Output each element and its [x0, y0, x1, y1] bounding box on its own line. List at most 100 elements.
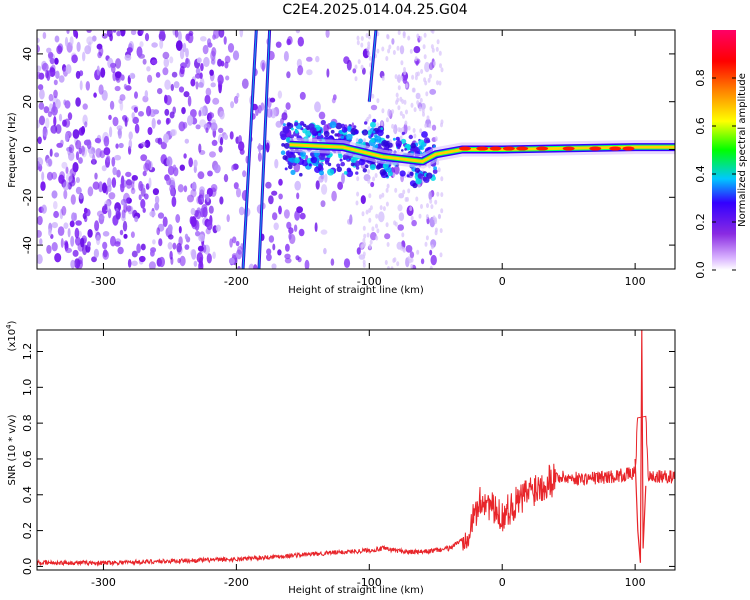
spectrogram-haze — [427, 77, 431, 83]
spectrogram-cell — [148, 177, 152, 188]
spectrogram-haze — [428, 123, 432, 129]
spectrogram-cell — [229, 238, 233, 248]
spectrogram-cell — [323, 247, 327, 255]
spectrogram-cell — [172, 164, 177, 172]
spectrogram-blob — [433, 145, 436, 148]
spectrogram-cell — [266, 108, 273, 118]
ridge-peak — [502, 146, 515, 151]
spectrogram-blob — [347, 125, 352, 130]
spectrogram-blob — [377, 129, 384, 137]
spectrogram-cell — [126, 47, 133, 53]
spectrogram-haze — [439, 252, 443, 258]
spectrogram-xlabel: Height of straight line (km) — [288, 285, 424, 296]
spectrogram-cell — [48, 93, 54, 102]
spectrogram-cell — [203, 123, 211, 131]
spectrogram-cell — [115, 58, 122, 69]
spectrogram-cell — [158, 238, 163, 247]
spectrogram-blob — [289, 157, 296, 163]
spectrogram-cell — [86, 139, 92, 150]
spectrogram-haze — [425, 214, 429, 220]
spectrogram-haze — [432, 215, 436, 221]
spectrogram-cell — [129, 72, 135, 79]
spectrogram-cell — [399, 45, 405, 55]
spectrogram-cell — [148, 261, 156, 269]
spectrogram-cell — [314, 222, 318, 233]
spectrogram-haze — [426, 115, 430, 121]
spectrogram-cell — [144, 33, 150, 42]
spectrogram-cell — [43, 106, 50, 114]
spectrogram-haze — [365, 209, 369, 215]
spectrogram-blob — [414, 167, 421, 173]
spectrogram-haze — [399, 96, 403, 102]
spectrogram-cell — [109, 126, 113, 138]
spectrogram-cell — [286, 221, 292, 230]
colorbar-tick-label: 0.4 — [694, 165, 707, 183]
spectrogram-cell — [116, 169, 121, 178]
spectrogram-cell — [134, 91, 138, 99]
colorbar-tick-label: 0.8 — [694, 69, 707, 87]
spectrogram-cell — [80, 237, 85, 248]
spectrogram-cell — [154, 195, 160, 205]
spectrogram-cell — [112, 166, 117, 176]
spectrogram-cell — [123, 83, 127, 90]
spectrogram-cell — [156, 119, 162, 125]
spectrogram-haze — [409, 206, 413, 212]
spectrogram-blob — [308, 163, 312, 167]
spectrogram-cell — [387, 108, 391, 117]
spectrogram-cell — [142, 170, 147, 177]
spectrogram-cell — [130, 30, 137, 36]
spectrogram-cell — [211, 139, 218, 146]
x-tick-label: 100 — [625, 576, 646, 589]
spectrogram-cell — [58, 174, 65, 184]
spectrogram-cell — [265, 142, 270, 153]
spectrogram-cell — [173, 81, 180, 89]
spectrogram-cell — [179, 255, 186, 267]
y-tick-label: -20 — [21, 188, 34, 206]
spectrogram-cell — [346, 59, 352, 71]
spectrogram-cell — [232, 50, 240, 61]
spectrogram-cell — [49, 57, 55, 65]
spectrogram-cell — [146, 66, 151, 72]
spectrogram-haze — [412, 128, 416, 133]
spectrogram-haze — [414, 56, 418, 62]
spectrogram-cell — [56, 45, 63, 55]
spectrogram-cell — [183, 91, 190, 98]
spectrogram-cell — [260, 59, 266, 71]
spectrogram-blob — [358, 158, 366, 166]
spectrogram-haze — [385, 117, 389, 123]
spectrogram-haze — [360, 36, 364, 41]
ridge-peak — [516, 146, 529, 151]
spectrogram-haze — [431, 47, 435, 53]
spectrogram-cell — [46, 244, 52, 254]
spectrogram-haze — [424, 123, 428, 129]
spectrogram-cell — [48, 228, 52, 237]
spectrogram-haze — [360, 64, 364, 70]
spectrogram-haze — [434, 136, 438, 142]
spectrogram-cell — [238, 206, 245, 216]
spectrogram-haze — [384, 260, 388, 265]
spectrogram-cell — [131, 181, 135, 191]
spectrogram-haze — [356, 176, 360, 182]
spectrogram-cell — [104, 203, 108, 211]
spectrogram-cell — [331, 190, 337, 202]
spectrogram-cell — [209, 69, 214, 76]
spectrogram-blob — [353, 125, 357, 129]
spectrogram-cell — [114, 241, 121, 247]
spectrogram-cell — [125, 171, 132, 178]
spectrogram-cell — [283, 51, 289, 62]
spectrogram-haze — [419, 97, 423, 103]
spectrogram-cell — [314, 101, 321, 113]
spectrogram-cell — [82, 51, 86, 62]
spectrogram-haze — [369, 205, 373, 211]
spectrogram-cell — [430, 254, 437, 266]
spectrogram-cell — [195, 230, 201, 237]
spectrogram-blob — [376, 163, 383, 169]
spectrogram-cell — [206, 253, 212, 264]
colorbar: 0.0 0.2 0.4 0.6 0.8 Normalized spectral ampl… — [694, 30, 748, 279]
spectrogram-cell — [75, 236, 81, 246]
spectrogram-cell — [200, 36, 207, 42]
spectrogram-cell — [187, 115, 194, 126]
spectrogram-cell — [102, 241, 108, 250]
spectrogram-cell — [88, 41, 92, 51]
